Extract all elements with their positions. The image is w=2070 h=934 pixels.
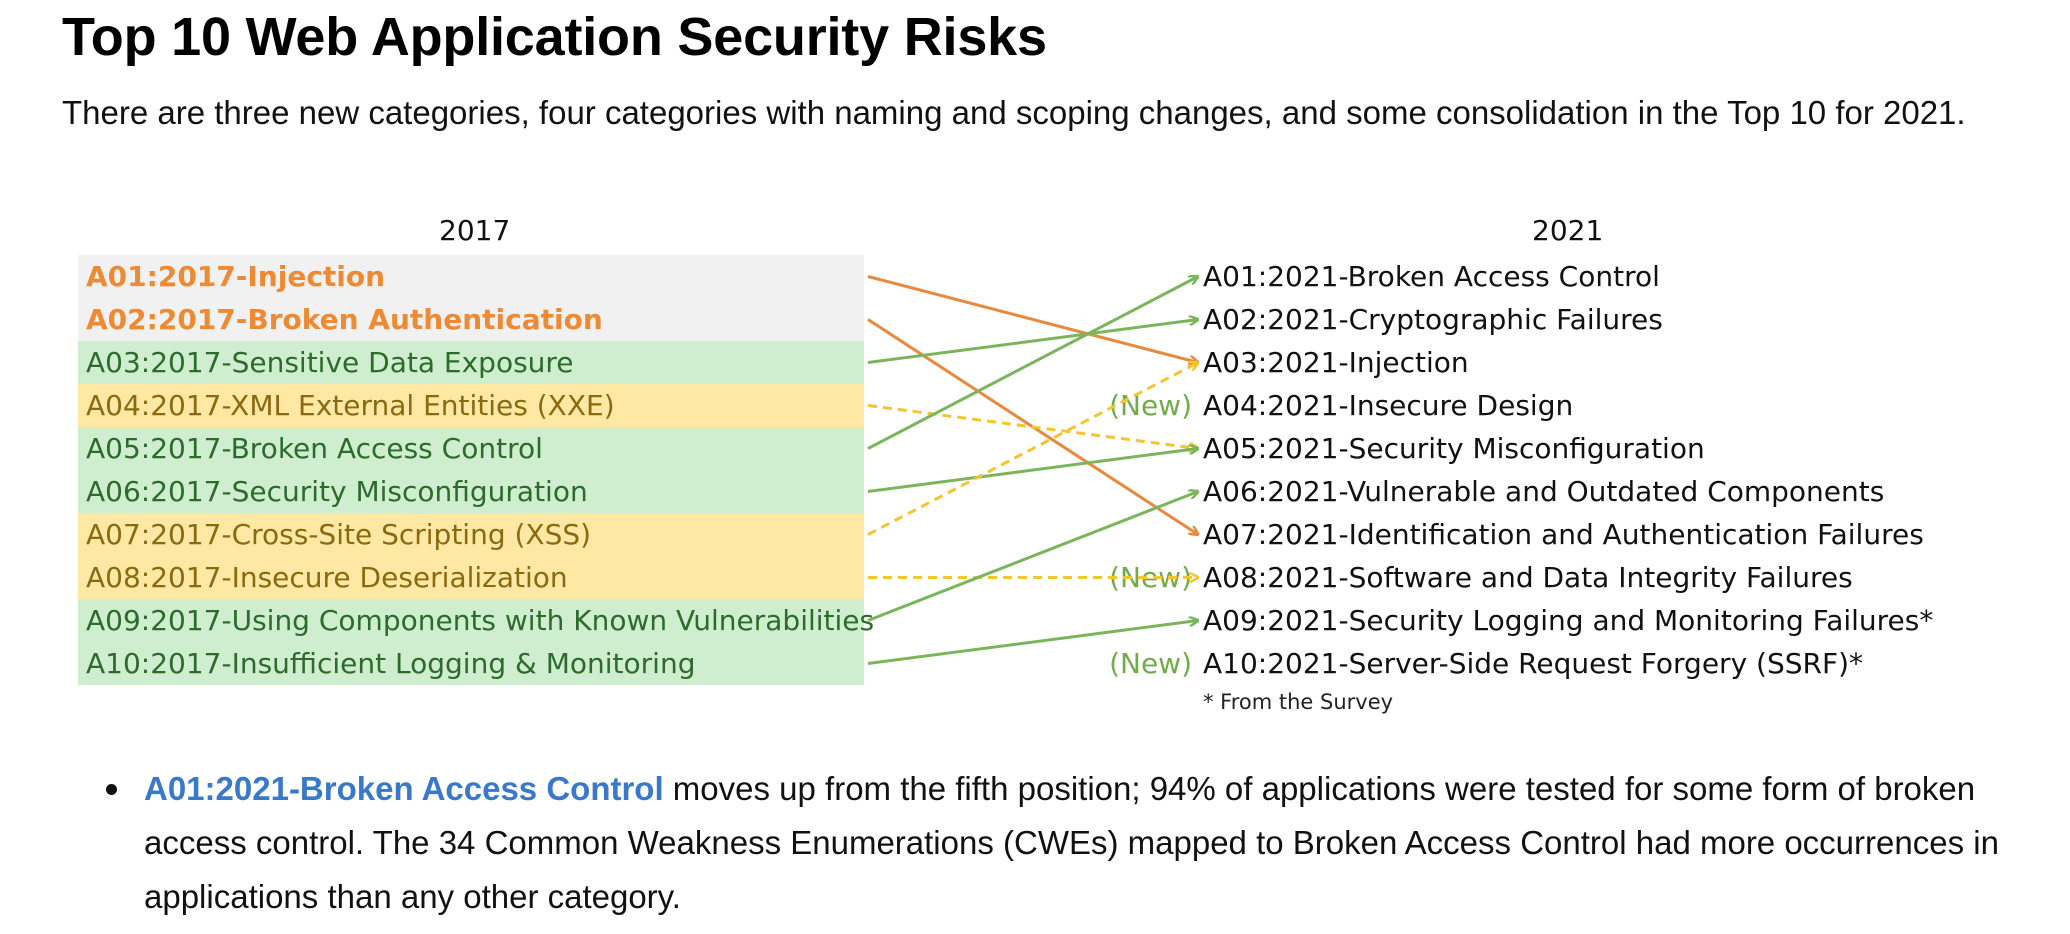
survey-footnote: * From the Survey bbox=[1203, 690, 1394, 714]
left-item-7: A07:2017-Cross-Site Scripting (XSS) bbox=[78, 513, 864, 556]
right-item-7: A07:2021-Identification and Authenticati… bbox=[1203, 518, 1924, 551]
bullet-text: moves up from the fifth position; 94% of… bbox=[144, 770, 1999, 915]
mapping-arrow-6-to-5 bbox=[867, 449, 1198, 493]
right-item-1: A01:2021-Broken Access Control bbox=[1203, 260, 1660, 293]
right-item-2: A02:2021-Cryptographic Failures bbox=[1203, 303, 1663, 336]
left-item-5: A05:2017-Broken Access Control bbox=[78, 427, 864, 470]
right-item-8: A08:2021-Software and Data Integrity Fai… bbox=[1203, 561, 1853, 594]
page-title: Top 10 Web Application Security Risks bbox=[62, 7, 1047, 67]
left-item-10: A10:2017-Insufficient Logging & Monitori… bbox=[78, 642, 864, 685]
mapping-arrow-7-to-3 bbox=[867, 363, 1198, 536]
mapping-arrow-3-to-2 bbox=[867, 320, 1198, 364]
bullet-list: A01:2021-Broken Access Control moves up … bbox=[86, 762, 2046, 924]
left-item-1: A01:2017-Injection bbox=[78, 255, 864, 298]
list-item: A01:2021-Broken Access Control moves up … bbox=[86, 762, 2046, 924]
intro-paragraph: There are three new categories, four cat… bbox=[62, 94, 1966, 131]
mapping-arrow-4-to-5 bbox=[867, 404, 1198, 449]
right-item-9: A09:2021-Security Logging and Monitoring… bbox=[1203, 604, 1934, 637]
new-tag-4: (New) bbox=[1109, 389, 1192, 422]
mapping-arrow-5-to-1 bbox=[867, 277, 1198, 450]
right-item-6: A06:2021-Vulnerable and Outdated Compone… bbox=[1203, 475, 1885, 508]
right-item-10: A10:2021-Server-Side Request Forgery (SS… bbox=[1203, 647, 1863, 680]
a01-2021-link[interactable]: A01:2021-Broken Access Control bbox=[144, 770, 664, 807]
right-item-3: A03:2021-Injection bbox=[1203, 346, 1469, 379]
left-item-2: A02:2017-Broken Authentication bbox=[78, 298, 864, 341]
column-header-2017: 2017 bbox=[439, 214, 511, 247]
column-header-2021: 2021 bbox=[1532, 214, 1604, 247]
mapping-arrow-1-to-3 bbox=[867, 275, 1198, 363]
left-item-8: A08:2017-Insecure Deserialization bbox=[78, 556, 864, 599]
new-tag-10: (New) bbox=[1109, 647, 1192, 680]
left-item-4: A04:2017-XML External Entities (XXE) bbox=[78, 384, 864, 427]
right-item-4: A04:2021-Insecure Design bbox=[1203, 389, 1574, 422]
right-item-5: A05:2021-Security Misconfiguration bbox=[1203, 432, 1705, 465]
new-tag-8: (New) bbox=[1109, 561, 1192, 594]
bullet-icon bbox=[106, 784, 117, 795]
left-item-3: A03:2017-Sensitive Data Exposure bbox=[78, 341, 864, 384]
left-item-6: A06:2017-Security Misconfiguration bbox=[78, 470, 864, 513]
mapping-arrow-10-to-9 bbox=[867, 621, 1198, 665]
mapping-arrow-9-to-6 bbox=[867, 492, 1198, 622]
left-item-9: A09:2017-Using Components with Known Vul… bbox=[78, 599, 874, 642]
